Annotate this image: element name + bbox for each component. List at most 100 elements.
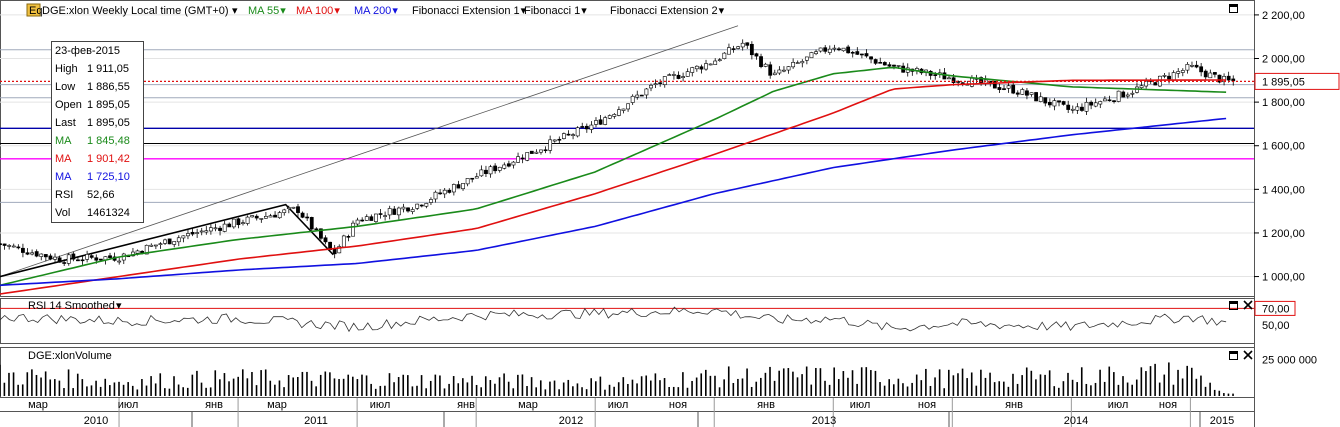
candle-body	[708, 63, 713, 66]
month-label: июл	[608, 399, 629, 411]
volume-bar	[906, 386, 909, 396]
volume-bar	[874, 370, 877, 396]
chevron-down-icon[interactable]: ▾	[280, 5, 286, 17]
volume-bar	[462, 378, 464, 396]
volume-bar	[365, 375, 368, 396]
volume-bar	[219, 379, 221, 396]
candle-body	[273, 214, 277, 218]
fibonacci-extension-legs[interactable]	[0, 203, 334, 278]
volume-bar	[535, 387, 537, 396]
candle-body	[94, 257, 99, 261]
volume-bar	[466, 382, 469, 396]
maximize-icon[interactable]	[1229, 4, 1238, 13]
candle-body	[488, 166, 493, 175]
candle-body	[511, 161, 516, 166]
volume-bar	[301, 371, 304, 396]
month-label: ноя	[918, 399, 936, 411]
candle-body	[135, 250, 140, 254]
candle-body	[108, 255, 112, 258]
candle-body	[525, 152, 530, 161]
volume-bar	[741, 378, 744, 396]
month-label: мар	[28, 399, 48, 411]
candle-body	[277, 212, 282, 219]
indicator-legend-item[interactable]: Fibonacci Extension 1 ▾	[412, 5, 527, 17]
chevron-down-icon[interactable]: ▾	[334, 5, 340, 17]
candle-body	[1080, 106, 1084, 111]
candle-body	[878, 62, 883, 64]
info-row-value: 52,66	[87, 189, 115, 201]
volume-bar	[44, 371, 47, 396]
chevron-down-icon[interactable]: ▾	[719, 5, 725, 17]
rsi-close-icon[interactable]	[1243, 300, 1253, 310]
chart-title-dropdown[interactable]: ▾	[232, 5, 238, 17]
info-row-value: 1 725,10	[87, 171, 130, 183]
volume-bar	[425, 388, 427, 396]
volume-tick-label: 25 000 000	[1262, 354, 1317, 366]
candle-body	[282, 209, 287, 213]
volume-bar	[640, 376, 643, 396]
volume-bar	[879, 382, 881, 396]
volume-bar	[58, 380, 61, 396]
indicator-legend-item[interactable]: MA 100 ▾	[296, 5, 340, 17]
volume-bar	[370, 383, 372, 396]
candle-body	[1102, 98, 1107, 102]
candle-body	[43, 254, 48, 258]
candle-body	[2, 243, 7, 246]
indicator-legend-item[interactable]: MA 200 ▾	[354, 5, 398, 17]
volume-bar	[1126, 382, 1129, 396]
indicator-legend-item[interactable]: Fibonacci Extension 2 ▾	[610, 5, 725, 17]
volume-bar	[769, 366, 771, 396]
candle-body	[268, 215, 273, 218]
chevron-down-icon[interactable]: ▾	[521, 5, 527, 17]
candle-body	[1029, 92, 1034, 95]
candle-body	[479, 169, 484, 177]
volume-bar	[35, 374, 38, 396]
month-label: янв	[1005, 399, 1023, 411]
rsi-panel-dropdown[interactable]: ▾	[116, 300, 122, 312]
candle-body	[1075, 106, 1080, 111]
volume-bar	[746, 368, 748, 396]
volume-close-icon[interactable]	[1243, 350, 1253, 360]
candle-body	[360, 219, 365, 222]
candle-body	[62, 262, 67, 264]
ma100-line[interactable]	[0, 79, 1227, 295]
ma200-line[interactable]	[0, 117, 1227, 287]
indicator-legend-item[interactable]: MA 55 ▾	[248, 5, 286, 17]
chevron-down-icon[interactable]: ▾	[392, 5, 398, 17]
volume-bar	[1135, 379, 1138, 396]
volume-maximize-icon[interactable]	[1229, 351, 1238, 360]
volume-bar	[448, 383, 450, 396]
candle-body	[291, 206, 296, 209]
volume-bar	[952, 375, 955, 396]
indicator-legend-item[interactable]: Fibonacci 1 ▾	[524, 5, 587, 17]
candle-body	[575, 127, 580, 137]
candle-body	[1162, 75, 1167, 77]
fibonacci-extension-trendline[interactable]	[0, 25, 739, 277]
candle-body	[259, 218, 264, 220]
volume-bar	[512, 388, 515, 396]
candle-body	[690, 67, 695, 73]
volume-bar	[902, 383, 904, 396]
volume-bar	[333, 378, 336, 396]
candle-body	[1226, 75, 1231, 81]
volume-bar	[732, 382, 735, 396]
volume-bar	[278, 380, 281, 396]
volume-bar	[255, 385, 258, 396]
volume-bar	[718, 387, 721, 396]
volume-bar	[118, 381, 120, 396]
candle-body	[882, 62, 887, 66]
rsi-maximize-icon[interactable]	[1229, 301, 1238, 310]
candle-body	[653, 83, 658, 85]
volume-bar	[668, 386, 670, 396]
volume-bar	[796, 377, 799, 396]
candle-body	[474, 176, 479, 179]
candle-body	[846, 46, 851, 54]
candle-body	[1125, 94, 1130, 97]
info-row-value: 1 901,42	[87, 153, 130, 165]
chart-app-icon[interactable]	[26, 3, 41, 17]
chevron-down-icon[interactable]: ▾	[581, 5, 587, 17]
volume-bar	[1145, 371, 1147, 396]
rsi-line[interactable]	[0, 306, 1227, 333]
